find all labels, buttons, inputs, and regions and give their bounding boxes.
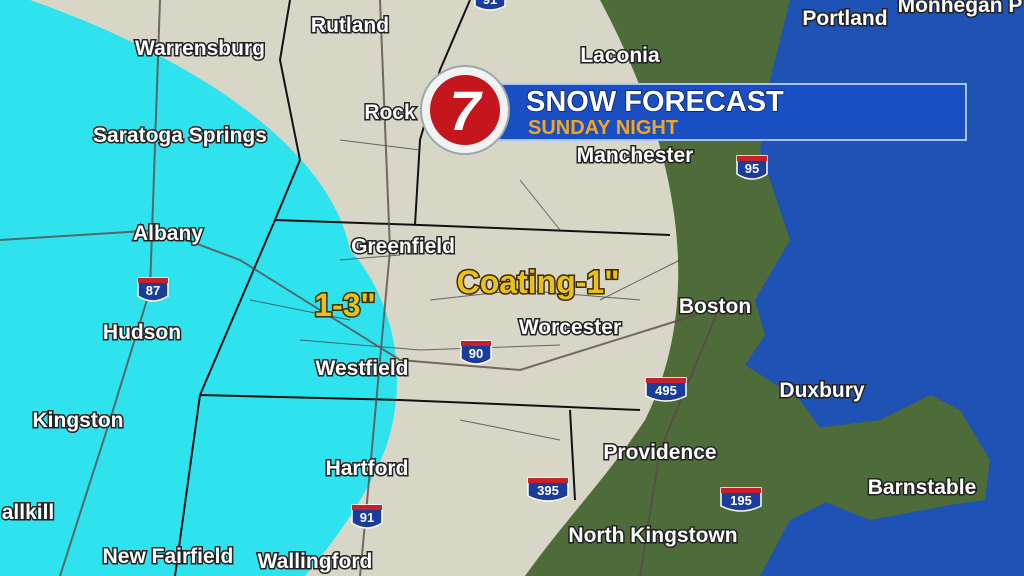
city-label: Worcester bbox=[519, 316, 621, 339]
highway-shield: 90 bbox=[460, 340, 492, 365]
zone-label: 1-3" bbox=[314, 287, 375, 323]
highway-number: 195 bbox=[730, 493, 752, 508]
city-label: Duxbury bbox=[779, 379, 865, 402]
snow-zone bbox=[0, 0, 398, 576]
roads bbox=[0, 0, 721, 576]
city-label: Rock bbox=[364, 101, 416, 124]
highway-shield: 395 bbox=[527, 477, 569, 502]
logo: 7 bbox=[449, 79, 483, 142]
state-borders bbox=[174, 0, 671, 576]
city-label: Albany bbox=[133, 222, 203, 245]
logo-disc bbox=[430, 75, 500, 145]
title: SNOW FORECAST bbox=[526, 86, 784, 118]
city-label: Greenfield bbox=[351, 235, 455, 258]
city-label: Portland bbox=[802, 7, 887, 30]
city-label: Monhegan P bbox=[898, 0, 1023, 17]
city-label: Boston bbox=[679, 295, 751, 318]
city-label: Providence bbox=[603, 441, 716, 464]
highway-shield: 95 bbox=[736, 155, 768, 180]
city-label: Kingston bbox=[33, 409, 124, 432]
highway-number: 95 bbox=[745, 161, 759, 176]
city-label: Hudson bbox=[103, 321, 181, 344]
highway-shield: 91 bbox=[474, 0, 506, 11]
highway-number: 395 bbox=[537, 483, 559, 498]
city-label: New Fairfield bbox=[103, 545, 234, 568]
highway-number: 87 bbox=[146, 283, 160, 298]
highway-number: 495 bbox=[655, 383, 677, 398]
highway-shield: 195 bbox=[720, 487, 762, 512]
zone-label: Coating-1" bbox=[457, 264, 620, 300]
city-label: Saratoga Springs bbox=[93, 124, 267, 147]
city-label: Hartford bbox=[326, 457, 409, 480]
highway-number: 91 bbox=[483, 0, 497, 7]
city-label: Laconia bbox=[580, 44, 660, 67]
city-label: Rutland bbox=[311, 14, 389, 37]
city-label: Wallingford bbox=[258, 550, 373, 573]
city-label: Westfield bbox=[316, 357, 409, 380]
highway-shield: 495 bbox=[645, 377, 687, 402]
highway-number: 91 bbox=[360, 510, 374, 525]
city-label: Barnstable bbox=[868, 476, 977, 499]
city-label: Manchester bbox=[577, 144, 694, 167]
subtitle: SUNDAY NIGHT bbox=[528, 117, 678, 139]
highway-number: 90 bbox=[469, 346, 483, 361]
highway-shield: 87 bbox=[137, 277, 169, 302]
highway-shield: 91 bbox=[351, 504, 383, 529]
highway-shields: 91 95 87 90 495 395 195 91 bbox=[137, 0, 768, 529]
county-lines bbox=[249, 139, 681, 441]
city-label: allkill bbox=[2, 501, 55, 524]
city-label: North Kingstown bbox=[568, 524, 737, 547]
city-label: Warrensburg bbox=[135, 37, 265, 60]
cape-cod bbox=[800, 395, 990, 520]
title-banner: 7 SNOW FORECAST SUNDAY NIGHT bbox=[420, 65, 967, 155]
